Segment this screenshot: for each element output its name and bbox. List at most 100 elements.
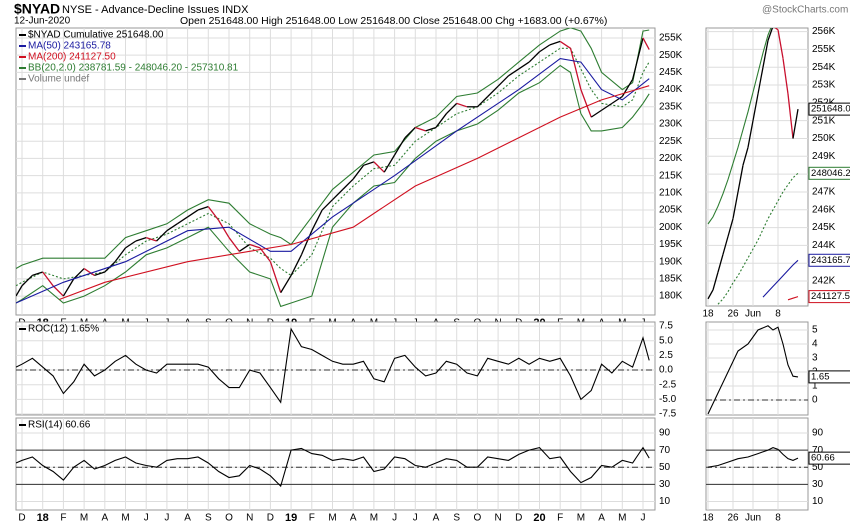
y-tick-label: 1 bbox=[812, 381, 818, 392]
series-line-segment bbox=[197, 205, 209, 211]
panel-frame bbox=[15, 321, 656, 416]
series-line-segment bbox=[176, 216, 188, 225]
x-tick-label: 26 bbox=[727, 309, 739, 320]
series-line-segment bbox=[707, 289, 714, 300]
y-tick-label: 7.5 bbox=[659, 321, 673, 332]
series-line-segment bbox=[456, 102, 468, 108]
series-line-segment bbox=[94, 271, 106, 277]
series-line-segment bbox=[727, 218, 734, 237]
x-tick-label: 18 bbox=[702, 513, 714, 524]
series-line bbox=[16, 58, 650, 304]
end-label-box bbox=[808, 253, 850, 267]
series-line-segment bbox=[435, 113, 447, 128]
y-tick-label: 50 bbox=[812, 462, 824, 473]
series-line bbox=[762, 259, 799, 298]
y-tick-label: 255K bbox=[812, 44, 836, 55]
series-line-segment bbox=[777, 29, 784, 59]
series-line bbox=[707, 447, 799, 468]
series-line-segment bbox=[290, 254, 303, 276]
series-line bbox=[707, 28, 772, 225]
legend-label: Volume undef bbox=[28, 74, 89, 85]
series-line-segment bbox=[590, 109, 602, 118]
series-line-segment bbox=[145, 236, 157, 242]
series-line-segment bbox=[332, 188, 344, 201]
series-line-segment bbox=[218, 220, 230, 238]
series-line-segment bbox=[187, 209, 199, 218]
y-tick-label: 225K bbox=[659, 136, 683, 147]
series-line-segment bbox=[774, 28, 779, 31]
y-tick-label: 70 bbox=[659, 445, 671, 456]
series-line-segment bbox=[601, 102, 613, 111]
x-tick-label: A bbox=[433, 513, 440, 524]
y-tick-label: 200K bbox=[659, 222, 683, 233]
y-tick-label: 220K bbox=[659, 153, 683, 164]
x-tick-label: 26 bbox=[727, 513, 739, 524]
series-line-segment bbox=[383, 154, 396, 173]
x-tick-label: J bbox=[144, 513, 149, 524]
series-line-segment bbox=[782, 58, 789, 95]
y-tick-label: 255K bbox=[659, 33, 683, 44]
y-tick-label: 5 bbox=[812, 325, 818, 336]
series-line-segment bbox=[373, 161, 385, 173]
series-line-segment bbox=[352, 164, 365, 180]
series-line-segment bbox=[228, 237, 240, 252]
x-tick-label: S bbox=[453, 513, 460, 524]
series-line-segment bbox=[717, 254, 724, 273]
y-tick-label: 195K bbox=[659, 239, 683, 250]
x-tick-label: M bbox=[577, 513, 585, 524]
y-tick-label: 250K bbox=[659, 50, 683, 61]
end-label: 1.65 bbox=[811, 371, 830, 382]
series-line-segment bbox=[415, 126, 426, 132]
y-tick-label: 245K bbox=[812, 222, 836, 233]
y-tick-label: 251K bbox=[812, 115, 836, 126]
legend-label: ROC(12) 1.65% bbox=[28, 324, 99, 335]
series-line-segment bbox=[528, 51, 540, 63]
legend-label: MA(50) 243165.78 bbox=[28, 41, 111, 52]
panel-frame bbox=[15, 417, 656, 511]
plot-area bbox=[16, 322, 655, 415]
y-tick-label: 247K bbox=[812, 187, 836, 198]
x-tick-label: F bbox=[557, 513, 563, 524]
quote: Open 251648.00 High 251648.00 Low 251648… bbox=[180, 15, 607, 27]
x-tick-label: Jun bbox=[745, 513, 761, 524]
x-tick-label: M bbox=[328, 513, 336, 524]
series-line-segment bbox=[642, 37, 650, 50]
series-line-segment bbox=[342, 178, 354, 190]
plot-area bbox=[706, 418, 808, 510]
y-tick-label: 254K bbox=[812, 62, 836, 73]
series-line bbox=[787, 296, 799, 301]
series-line-segment bbox=[722, 236, 729, 255]
symbol: $NYAD bbox=[14, 1, 60, 17]
series-line bbox=[16, 446, 650, 488]
y-tick-label: 245K bbox=[659, 67, 683, 78]
bb-middle bbox=[16, 47, 650, 287]
y-tick-label: 240K bbox=[659, 84, 683, 95]
y-tick-label: 5.0 bbox=[659, 335, 673, 346]
series-line-segment bbox=[404, 126, 416, 139]
end-label-box bbox=[808, 451, 850, 465]
series-line-segment bbox=[238, 243, 251, 252]
series-line-segment bbox=[125, 240, 137, 249]
y-tick-label: 2.5 bbox=[659, 350, 673, 361]
end-label: 248046.2 bbox=[811, 168, 850, 179]
y-tick-label: 253K bbox=[812, 80, 836, 91]
y-tick-label: 4 bbox=[812, 339, 818, 350]
series-line-segment bbox=[476, 96, 489, 108]
y-tick-label: 0.0 bbox=[659, 365, 673, 376]
series-line-segment bbox=[497, 75, 509, 87]
series-line-segment bbox=[114, 247, 127, 263]
x-tick-label: 8 bbox=[775, 309, 781, 320]
x-tick-label: M bbox=[80, 513, 88, 524]
y-tick-label: 230K bbox=[659, 119, 683, 130]
x-tick-label: A bbox=[350, 513, 357, 524]
end-label-box bbox=[808, 166, 850, 180]
series-line-segment bbox=[518, 61, 530, 70]
y-tick-label: 180K bbox=[659, 291, 683, 302]
panel-frame bbox=[705, 27, 809, 307]
series-line-segment bbox=[363, 161, 375, 166]
y-tick-label: 30 bbox=[659, 479, 671, 490]
x-tick-label: A bbox=[184, 513, 191, 524]
series-line bbox=[717, 172, 799, 305]
plot-area bbox=[16, 418, 655, 510]
end-label-box bbox=[808, 102, 850, 116]
